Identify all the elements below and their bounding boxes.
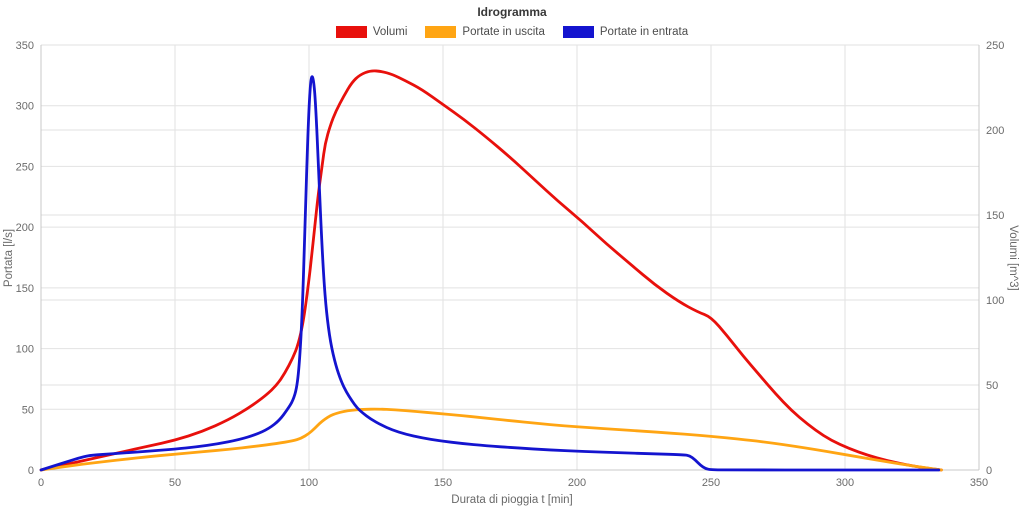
x-tick-label: 100 xyxy=(300,477,318,489)
legend-item-volumi[interactable]: Volumi xyxy=(335,26,408,38)
x-tick-label: 300 xyxy=(836,477,854,489)
chart-title: Idrogramma xyxy=(477,5,547,19)
x-tick-label: 0 xyxy=(38,477,44,489)
series-line-portate-in-entrata xyxy=(39,75,941,472)
y-left-tick-label: 250 xyxy=(16,161,34,173)
legend-swatch-portate-in-entrata xyxy=(562,26,594,38)
y-right-tick-label: 100 xyxy=(986,295,1004,307)
y-right-tick-label: 200 xyxy=(986,125,1004,137)
y-left-tick-label: 150 xyxy=(16,283,34,295)
y-left-tick-label: 200 xyxy=(16,222,34,234)
x-axis-title: Durata di pioggia t [min] xyxy=(451,494,573,506)
y-left-tick-label: 50 xyxy=(22,404,34,416)
x-tick-label: 150 xyxy=(434,477,452,489)
y-left-tick-label: 300 xyxy=(16,101,34,113)
y-right-tick-label: 0 xyxy=(986,465,992,477)
y-left-tick-label: 0 xyxy=(28,465,34,477)
legend-swatch-portate-in-uscita xyxy=(425,26,457,38)
x-tick-label: 250 xyxy=(702,477,720,489)
y-right-tick-label: 150 xyxy=(986,210,1004,222)
chart-legend: Volumi Portate in uscita Portate in entr… xyxy=(0,26,1024,38)
legend-item-portate-in-uscita[interactable]: Portate in uscita xyxy=(425,26,545,38)
series-line-portate-in-uscita xyxy=(39,407,943,472)
legend-label-portate-in-uscita: Portate in uscita xyxy=(462,26,545,38)
y-left-tick-label: 350 xyxy=(16,40,34,52)
legend-swatch-volumi xyxy=(335,26,367,38)
y-right-tick-label: 50 xyxy=(986,380,998,392)
x-tick-label: 50 xyxy=(169,477,181,489)
legend-item-portate-in-entrata[interactable]: Portate in entrata xyxy=(562,26,689,38)
legend-label-portate-in-entrata: Portate in entrata xyxy=(599,26,689,38)
x-tick-label: 200 xyxy=(568,477,586,489)
y-left-tick-label: 100 xyxy=(16,344,34,356)
y-right-tick-label: 250 xyxy=(986,40,1004,52)
series-line-volumi xyxy=(39,69,943,472)
x-tick-label: 350 xyxy=(970,477,988,489)
legend-label-volumi: Volumi xyxy=(372,26,408,38)
